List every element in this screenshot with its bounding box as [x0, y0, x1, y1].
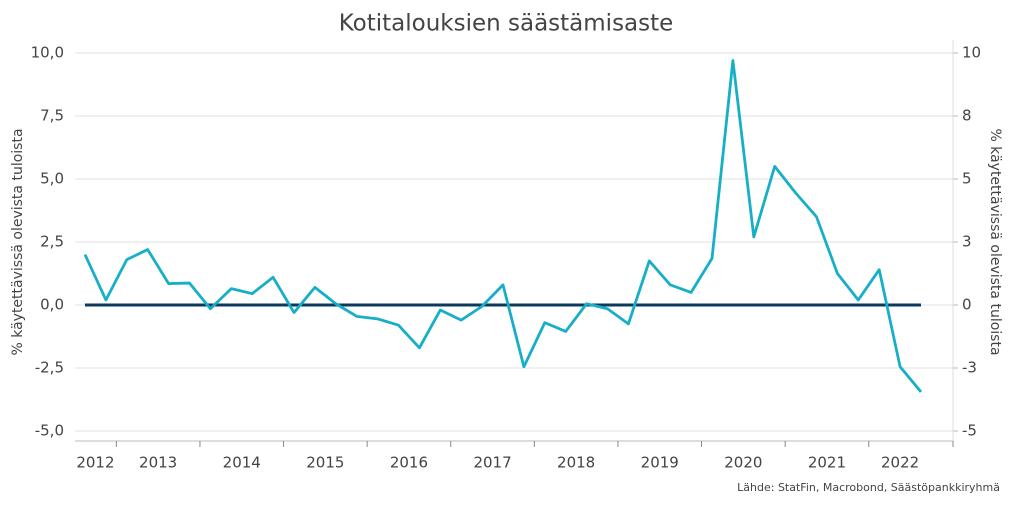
- y2-tick-label: 5: [962, 170, 972, 188]
- x-tick-label: 2021: [808, 454, 846, 472]
- y2-tick-label: -3: [962, 359, 977, 377]
- y-tick-label: 2,5: [40, 233, 64, 251]
- source-note: Lähde: StatFin, Macrobond, Säästöpankkir…: [737, 481, 1000, 494]
- data-line: [83, 59, 923, 393]
- y2-tick-label: 3: [962, 233, 972, 251]
- y2-tick-label: -5: [962, 422, 977, 440]
- chart-title: Kotitalouksien säästämisaste: [339, 11, 674, 37]
- y2-axis-label: % käytettävissä olevista tuloista: [987, 128, 1003, 355]
- x-tick-label: 2013: [139, 454, 177, 472]
- y-tick-label: 0,0: [40, 296, 64, 314]
- x-tick-label: 2022: [881, 454, 919, 472]
- y-axis-label: % käytettävissä olevista tuloista: [10, 128, 26, 355]
- y-tick-label: 5,0: [40, 170, 64, 188]
- y2-tick-label: 10: [962, 44, 981, 62]
- y-tick-label: -2,5: [35, 359, 64, 377]
- y-tick-label: 7,5: [40, 107, 64, 125]
- y-tick-label: -5,0: [35, 422, 64, 440]
- x-tick-label: 2018: [557, 454, 595, 472]
- x-tick-label: 2015: [306, 454, 344, 472]
- y2-tick-label: 8: [962, 107, 972, 125]
- x-tick-label: 2020: [724, 454, 762, 472]
- x-tick-label: 2014: [223, 454, 261, 472]
- x-tick-label: 2017: [473, 454, 511, 472]
- x-tick-label: 2012: [76, 454, 114, 472]
- y2-tick-label: 0: [962, 296, 972, 314]
- x-tick-label: 2016: [390, 454, 428, 472]
- y-tick-label: 10,0: [31, 44, 64, 62]
- x-tick-label: 2019: [641, 454, 679, 472]
